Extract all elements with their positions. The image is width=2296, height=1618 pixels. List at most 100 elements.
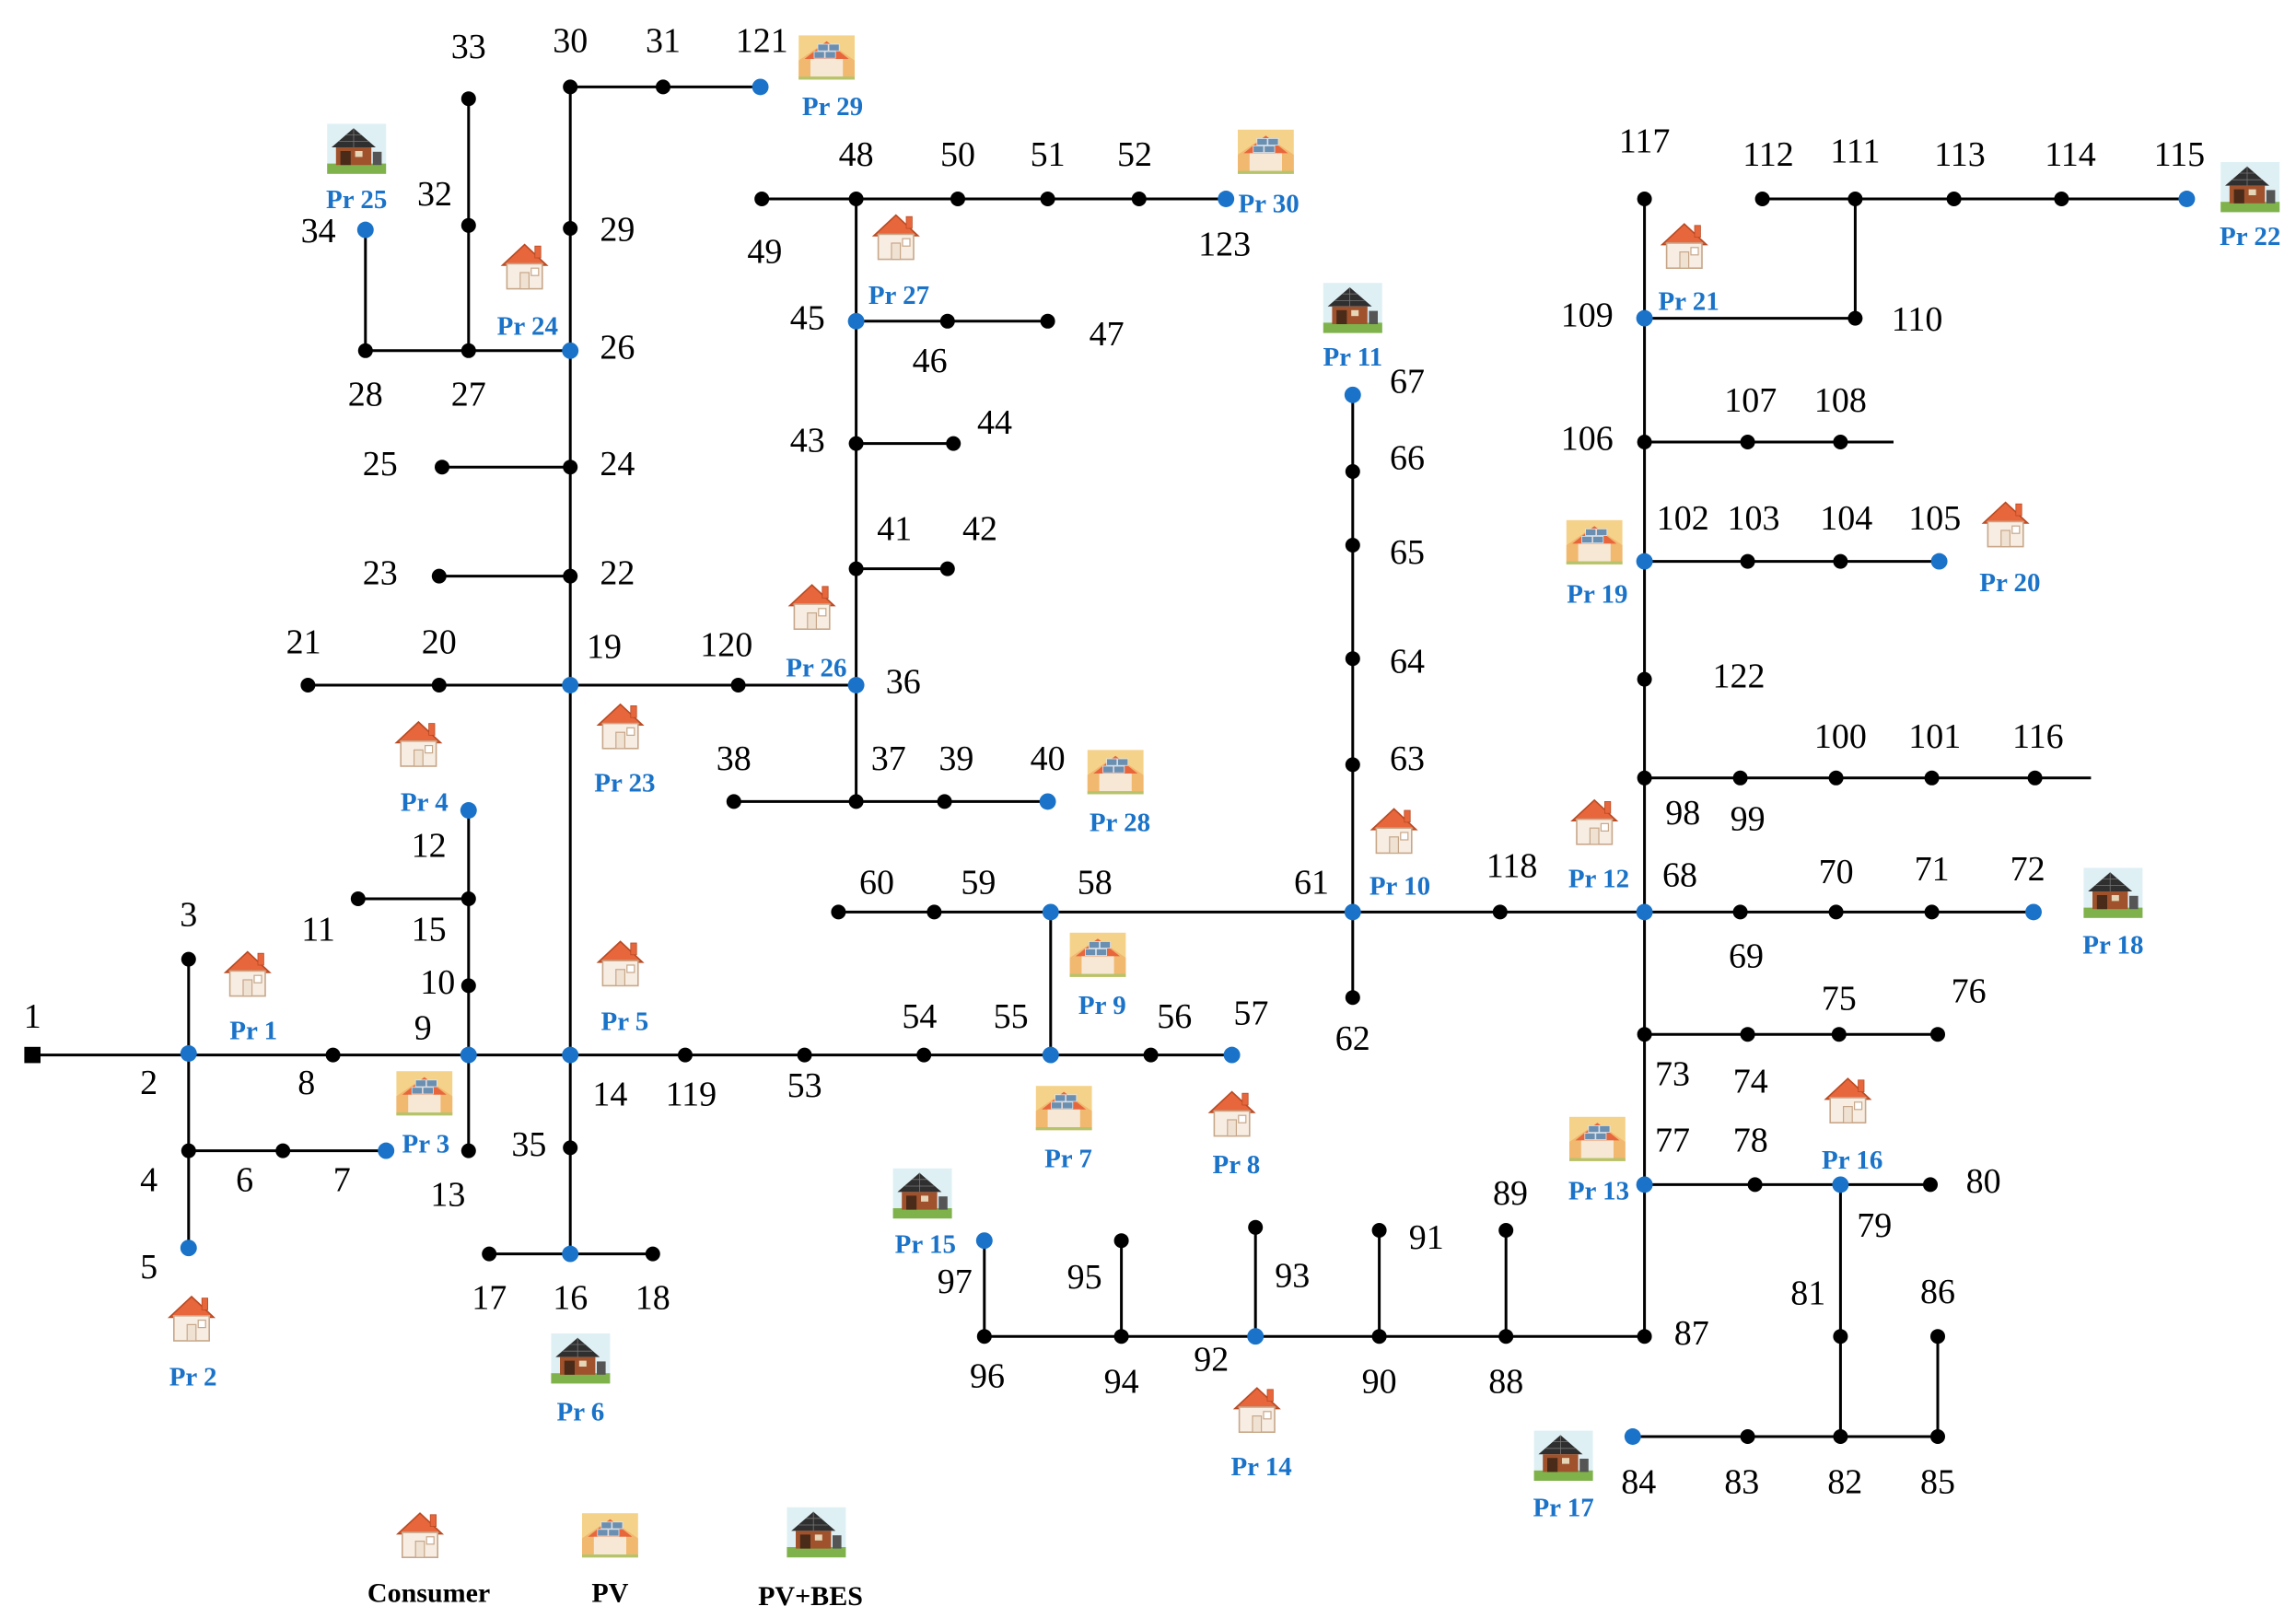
bus-label: 14 [592,1076,627,1114]
prosumer-label: Pr 26 [786,654,846,683]
bus-node [656,79,670,95]
bus-label: 55 [994,997,1029,1036]
bus-node [1498,1329,1514,1344]
bus-label: 72 [2010,850,2045,889]
consumer-house-icon [1568,796,1621,848]
bus-label: 49 [747,233,782,272]
bus-label: 117 [1619,122,1671,161]
prosumer-label: Pr 22 [2220,222,2280,251]
bus-label: 68 [1662,856,1697,894]
pv-house-icon [1237,129,1295,175]
prosumer-bus-node [1930,553,1948,570]
bus-node [563,568,578,584]
prosumer-label: Pr 1 [229,1016,277,1045]
prosumer-bus-node [562,677,579,693]
bus-node [1040,313,1055,329]
bus-node [1498,1223,1514,1238]
bus-node [848,436,864,451]
bus-label: 73 [1655,1054,1690,1093]
bus-label: 92 [1194,1341,1229,1379]
bus-node [1833,1329,1848,1344]
bus-node [1747,1177,1763,1193]
legend-label: Consumer [367,1578,490,1609]
consumer-house-icon [1230,1384,1283,1437]
prosumer-bus-node [1624,1428,1641,1445]
bus-node [431,568,447,584]
bus-node [848,794,864,809]
bus-label: 24 [600,445,635,483]
bus-node [1754,192,1770,206]
consumer-house-icon [1206,1088,1258,1140]
prosumer-bus-node [1344,903,1361,921]
bus-label: 33 [451,28,486,66]
pv-house-icon [581,1512,639,1558]
pv-house-icon [1035,1085,1092,1131]
pv-house-icon [798,35,856,80]
bus-label: 114 [2045,135,2096,174]
bus-node [937,794,952,809]
bus-label: 3 [180,896,197,935]
bus-node [563,1140,578,1156]
bus-label: 123 [1198,226,1251,264]
bus-label: 52 [1117,135,1152,174]
pv-house-icon [395,1070,453,1116]
bus-label: 120 [700,626,752,665]
consumer-house-icon [869,211,922,263]
bus-node [1847,192,1863,206]
prosumer-label: Pr 28 [1090,809,1150,838]
bus-label: 31 [646,22,681,61]
bus-label: 110 [1892,300,1943,339]
pv-house-icon [1566,519,1623,565]
bus-label: 37 [871,739,906,778]
bus-node [1828,770,1844,786]
bus-label: 88 [1488,1363,1523,1402]
bus-label: 17 [472,1279,507,1318]
prosumer-bus-node [1218,191,1235,207]
bus-node [1740,1429,1755,1444]
bus-label: 71 [1915,850,1950,889]
prosumer-label: Pr 5 [600,1007,648,1037]
prosumer-label: Pr 3 [402,1129,449,1158]
pv-bes-house-icon [787,1507,846,1558]
bus-node [1924,770,1940,786]
prosumer-bus-node [975,1232,993,1250]
bus-node [1637,770,1652,786]
bus-node [831,904,846,920]
prosumer-label: Pr 10 [1369,871,1430,901]
prosumer-label: Pr 12 [1568,864,1629,893]
bus-label: 26 [600,329,635,367]
prosumer-bus-node [1247,1328,1265,1345]
bus-label: 94 [1104,1363,1139,1402]
bus-label: 122 [1713,657,1766,695]
bus-label: 4 [140,1161,157,1200]
pv-house-icon [1087,750,1144,795]
bus-node [1833,1429,1848,1444]
bus-label: 102 [1657,499,1709,538]
prosumer-label: Pr 23 [594,768,655,797]
bus-label: 104 [1820,499,1872,538]
bus-node [1637,435,1652,449]
prosumer-label: Pr 29 [802,92,863,122]
bus-node [1831,1027,1847,1042]
bus-node [563,460,578,475]
source-bus-node [24,1046,41,1064]
bus-label: 42 [962,509,997,548]
bus-label: 34 [301,212,336,250]
bus-label: 121 [736,22,788,61]
bus-label: 57 [1233,995,1268,1033]
consumer-house-icon [392,717,445,771]
prosumer-label: Pr 30 [1238,190,1299,219]
bus-label: 65 [1390,533,1425,572]
bus-label: 69 [1729,937,1764,975]
pv-bes-house-icon [326,123,387,175]
bus-label: 113 [1934,135,1986,174]
prosumer-bus-node [1832,1176,1849,1193]
bus-node [1833,435,1848,449]
bus-label: 60 [859,863,894,902]
bus-label: 91 [1409,1218,1444,1257]
bus-label: 67 [1390,362,1425,401]
bus-node [1143,1047,1159,1063]
bus-node [1248,1219,1264,1235]
bus-label: 97 [938,1263,973,1301]
bus-node [1345,651,1360,667]
